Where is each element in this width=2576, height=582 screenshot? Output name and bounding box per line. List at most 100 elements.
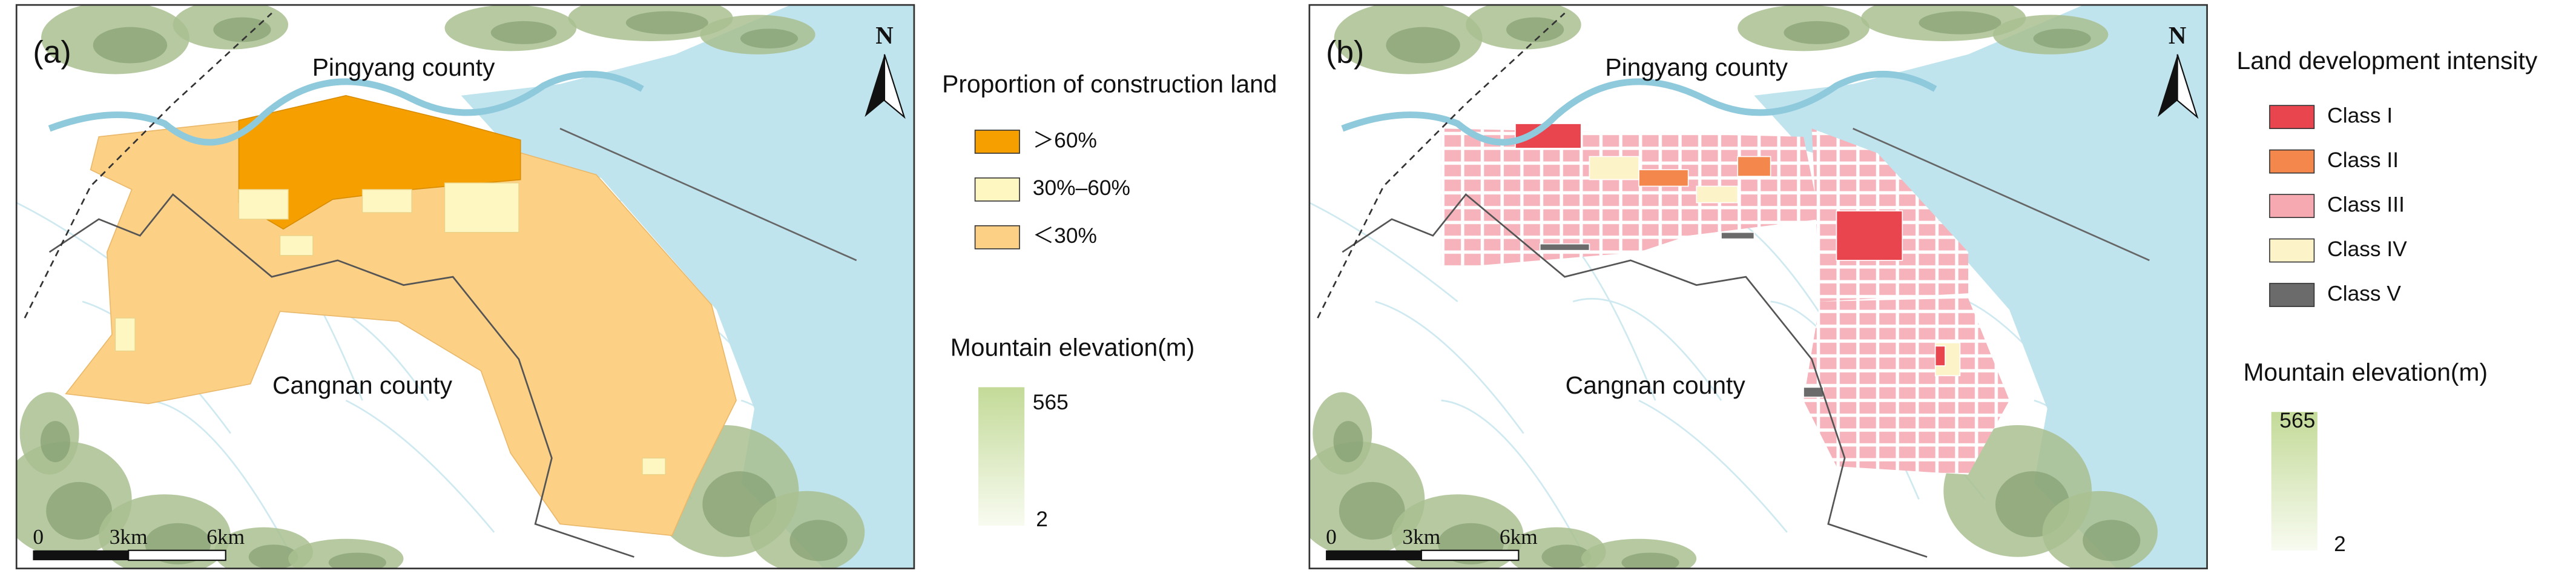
map — [16, 5, 914, 569]
mountain-shade — [490, 21, 557, 44]
mountain-shade — [625, 11, 708, 35]
map-frame — [15, 4, 915, 570]
sea — [461, 5, 914, 569]
place-label: Pingyang county — [1605, 53, 1788, 81]
legend-title: Land development intensity — [2237, 47, 2538, 74]
class-patch — [1589, 156, 1639, 180]
class-patch — [1803, 386, 1824, 398]
construction-land-mid — [642, 457, 666, 475]
place-label: Cangnan county — [1566, 371, 1746, 399]
construction-land-mid — [361, 189, 412, 213]
legend-swatch — [2269, 105, 2315, 130]
legend-title: Proportion of construction land — [942, 70, 1277, 98]
legend-swatch — [2269, 194, 2315, 218]
sea — [1754, 5, 2207, 569]
legend: Proportion of construction land ＞60% 30%–6… — [942, 70, 1277, 531]
mountain-shade — [2033, 28, 2091, 48]
legend-label: ＜30% — [1033, 224, 1097, 248]
elevation-max: 565 — [2279, 409, 2315, 432]
class-patch — [1737, 156, 1771, 177]
north-label: N — [2169, 22, 2186, 49]
legend-label: Class III — [2327, 193, 2405, 216]
panel-label: (b) — [1326, 34, 1364, 69]
waterway — [1375, 300, 1524, 434]
legend-label: Class V — [2327, 282, 2401, 305]
scale-label: 3km — [1402, 524, 1440, 549]
place-label: Cangnan county — [272, 371, 453, 399]
map-frame — [1308, 4, 2208, 570]
prefecture-border — [24, 12, 272, 319]
legend-swatch — [2269, 149, 2315, 174]
scale-bar — [1326, 550, 1421, 561]
waterway — [345, 399, 495, 533]
waterway — [1572, 297, 1722, 401]
construction-land-mid — [444, 182, 519, 233]
legend: Land development intensity Class I Class I… — [2237, 47, 2538, 556]
class-patch — [1638, 169, 1689, 187]
mountain-shade — [40, 421, 70, 463]
north-arrow — [883, 54, 906, 119]
sea-boundary — [559, 127, 857, 262]
elevation-min: 2 — [2334, 532, 2346, 556]
river — [48, 70, 644, 146]
construction-land-mid — [114, 317, 136, 352]
river — [1341, 70, 1937, 146]
mountain-shade — [1919, 11, 2001, 35]
panel-label: (a) — [33, 34, 71, 69]
mountain-shade — [789, 520, 848, 561]
map-panel: (a) N Pingyang county Cangnan county 0 3km 6km — [15, 4, 915, 570]
map-panel: (b) N Pingyang county Cangnan county 0 3km 6km — [1308, 4, 2208, 570]
mountain-shade — [1784, 21, 1850, 44]
scale-label: 0 — [33, 524, 44, 549]
mountain-shade — [248, 544, 298, 569]
waterway — [1441, 399, 1590, 566]
legend-swatch — [974, 177, 1020, 202]
class-patch — [1721, 231, 1755, 240]
development-blocks — [1441, 128, 1820, 269]
legend-swatch — [2269, 238, 2315, 263]
legend-label: Class I — [2327, 104, 2393, 128]
waterway — [1309, 202, 1458, 302]
north-label: N — [875, 22, 893, 49]
elevation-ramp — [2271, 412, 2317, 551]
scale-bar — [1420, 549, 1520, 561]
mountain-shade — [1506, 17, 1564, 42]
mountain-shade — [2083, 520, 2141, 561]
mountain-shade — [1621, 552, 1679, 569]
class-patch — [1696, 185, 1739, 203]
mountain-shade — [93, 27, 168, 64]
class-patch — [1934, 345, 1946, 366]
construction-land-mid — [238, 189, 289, 220]
waterway — [148, 399, 297, 566]
class-patch — [1836, 210, 1903, 261]
elevation-ramp — [978, 387, 1025, 526]
county-border — [48, 193, 634, 558]
legend-label: Class IV — [2327, 237, 2407, 261]
place-label: Pingyang county — [312, 53, 495, 81]
elevation-min: 2 — [1036, 508, 1048, 531]
development-blocks — [1804, 298, 2010, 475]
legend-swatch — [974, 130, 1020, 154]
elevation-title: Mountain elevation(m) — [2243, 358, 2488, 386]
mountain-shade — [1386, 27, 1460, 64]
construction-land-mid — [279, 235, 314, 256]
legend-label: 30%–60% — [1033, 176, 1130, 200]
legend-label: ＞60% — [1033, 128, 1097, 152]
class-patch — [1539, 243, 1590, 251]
scale-label: 6km — [206, 524, 245, 549]
mountain-shade — [46, 481, 112, 540]
scale-label: 3km — [110, 524, 148, 549]
elevation-max: 565 — [1033, 391, 1069, 414]
mountain-shade — [213, 17, 271, 42]
scale-bar — [128, 549, 226, 561]
elevation-title: Mountain elevation(m) — [950, 334, 1195, 362]
waterway — [1638, 399, 1788, 533]
scale-label: 6km — [1500, 524, 1538, 549]
prefecture-border — [1317, 12, 1566, 319]
mountain-shade — [1541, 544, 1592, 569]
mountain-shade — [740, 28, 799, 48]
scale-label: 0 — [1326, 524, 1337, 549]
mountain-shade — [1333, 421, 1363, 463]
